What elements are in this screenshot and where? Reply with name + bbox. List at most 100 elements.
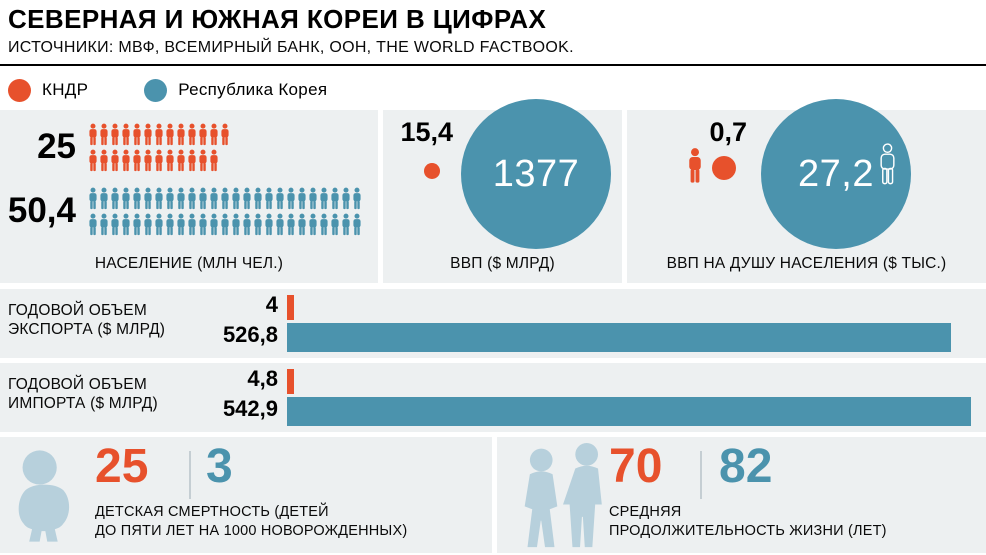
population-south-pictogram — [88, 186, 362, 237]
gdp-label: ВВП ($ МЛРД) — [450, 255, 555, 272]
value-divider — [700, 451, 702, 499]
person-outline-icon — [880, 143, 895, 185]
person-icon — [276, 213, 284, 236]
person-icon — [276, 187, 284, 210]
gdp-north-value: 15,4 — [400, 117, 453, 147]
gdp-per-capita-south-circle: 27,2 — [761, 99, 911, 249]
person-icon — [122, 123, 130, 146]
person-icon — [210, 213, 218, 236]
person-icon — [111, 149, 119, 172]
baby-icon — [18, 450, 70, 542]
person-icon — [100, 149, 108, 172]
person-icon — [287, 213, 295, 236]
export-label-line1: ГОДОВОЙ ОБЪЕМ — [8, 302, 147, 319]
person-icon — [232, 187, 240, 210]
gdp-panel: 15,4 1377 ВВП ($ МЛРД) — [383, 99, 622, 283]
pictogram-row — [88, 122, 230, 147]
child-mortality-label-line1: ДЕТСКАЯ СМЕРТНОСТЬ (ДЕТЕЙ — [95, 504, 329, 520]
person-icon — [320, 187, 328, 210]
person-icon — [155, 123, 163, 146]
legend: КНДР Республика Корея — [8, 77, 327, 103]
gdp-per-capita-south-value: 27,2 — [798, 152, 874, 195]
person-icon — [199, 187, 207, 210]
south-legend-label: Республика Корея — [178, 80, 328, 99]
person-icon — [133, 213, 141, 236]
person-icon — [221, 123, 229, 146]
child-mortality-label-line2: ДО ПЯТИ ЛЕТ НА 1000 НОВОРОЖДЕННЫХ) — [95, 523, 408, 539]
population-north-pictogram — [88, 122, 230, 173]
gdp-south-circle: 1377 — [461, 99, 611, 249]
north-legend-dot — [8, 78, 31, 102]
person-icon — [111, 187, 119, 210]
person-icon — [221, 187, 229, 210]
person-icon — [89, 213, 97, 236]
person-icon — [144, 213, 152, 236]
person-icon — [111, 123, 119, 146]
import-south-value: 542,9 — [222, 396, 278, 421]
person-icon — [232, 213, 240, 236]
person-icon — [210, 187, 218, 210]
south-legend-dot — [144, 78, 168, 102]
person-icon — [177, 187, 185, 210]
export-panel: ГОДОВОЙ ОБЪЕМ ЭКСПОРТА ($ МЛРД) 4 526,8 — [0, 289, 986, 358]
person-icon — [122, 149, 130, 172]
population-north-value: 25 — [37, 127, 76, 166]
person-icon — [298, 187, 306, 210]
person-icon — [177, 213, 185, 236]
import-south-bar — [287, 397, 971, 426]
child-mortality-panel: 25 3 ДЕТСКАЯ СМЕРТНОСТЬ (ДЕТЕЙ ДО ПЯТИ Л… — [0, 437, 492, 553]
child-mortality-label: ДЕТСКАЯ СМЕРТНОСТЬ (ДЕТЕЙ ДО ПЯТИ ЛЕТ НА… — [95, 503, 407, 541]
person-icon — [331, 213, 339, 236]
person-icon — [100, 123, 108, 146]
person-icon — [89, 123, 97, 146]
pictogram-row — [88, 212, 362, 237]
person-icon — [254, 187, 262, 210]
person-icon — [166, 123, 174, 146]
north-person-icon — [689, 148, 701, 183]
person-icon — [199, 149, 207, 172]
header-divider — [0, 64, 986, 66]
person-icon — [309, 213, 317, 236]
person-icon — [133, 123, 141, 146]
life-expectancy-label-line2: ПРОДОЛЖИТЕЛЬНОСТЬ ЖИЗНИ (ЛЕТ) — [609, 523, 887, 539]
import-label-line1: ГОДОВОЙ ОБЪЕМ — [8, 376, 147, 393]
person-icon — [133, 187, 141, 210]
life-expectancy-south-value: 82 — [719, 440, 773, 493]
import-panel: ГОДОВОЙ ОБЪЕМ ИМПОРТА ($ МЛРД) 4,8 542,9 — [0, 363, 986, 432]
person-icon — [221, 213, 229, 236]
life-expectancy-panel: 70 82 СРЕДНЯЯ ПРОДОЛЖИТЕЛЬНОСТЬ ЖИЗНИ (Л… — [497, 437, 986, 553]
person-icon — [177, 149, 185, 172]
person-icon — [188, 149, 196, 172]
person-icon — [166, 187, 174, 210]
import-north-value: 4,8 — [247, 366, 278, 391]
person-icon — [133, 149, 141, 172]
person-icon — [298, 213, 306, 236]
gdp-per-capita-north-circle — [711, 155, 737, 181]
person-icon — [265, 213, 273, 236]
person-icon — [155, 187, 163, 210]
life-expectancy-label-line1: СРЕДНЯЯ — [609, 504, 682, 520]
person-icon — [210, 123, 218, 146]
pictogram-row — [88, 148, 230, 173]
gdp-south-value: 1377 — [492, 152, 580, 195]
population-panel: 25 50,4 НАСЕЛЕНИЕ (МЛН ЧЕЛ.) — [0, 110, 378, 283]
person-icon — [122, 187, 130, 210]
person-icon — [89, 149, 97, 172]
child-mortality-north-value: 25 — [95, 440, 149, 493]
legend-item-north: КНДР — [8, 78, 88, 102]
export-south-bar — [287, 323, 951, 352]
person-icon — [287, 187, 295, 210]
pictogram-row — [88, 186, 362, 211]
export-north-bar — [287, 295, 294, 320]
import-label-line2: ИМПОРТА ($ МЛРД) — [8, 395, 158, 412]
person-icon — [122, 213, 130, 236]
import-north-bar — [287, 369, 294, 394]
gdp-per-capita-north-value: 0,7 — [709, 117, 747, 147]
person-icon — [199, 213, 207, 236]
population-south-value: 50,4 — [7, 191, 76, 230]
person-icon — [243, 187, 251, 210]
gdp-per-capita-panel: 0,7 27,2 ВВП НА ДУШУ НАСЕЛЕНИЯ ($ ТЫС.) — [627, 99, 986, 283]
person-icon — [254, 213, 262, 236]
person-icon — [188, 187, 196, 210]
person-icon — [144, 187, 152, 210]
